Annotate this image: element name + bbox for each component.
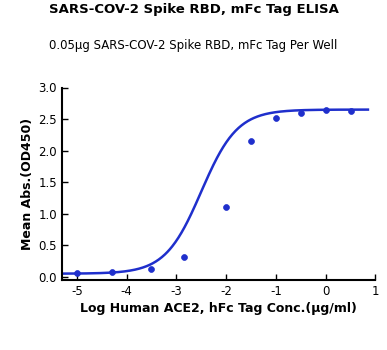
Point [74,270,80,276]
Point [248,138,254,144]
Point [298,110,304,116]
Point [148,266,154,272]
Point [223,205,229,210]
Text: 0.05μg SARS-COV-2 Spike RBD, mFc Tag Per Well: 0.05μg SARS-COV-2 Spike RBD, mFc Tag Per… [49,38,338,51]
Point [348,109,354,114]
Y-axis label: Mean Abs.(OD450): Mean Abs.(OD450) [21,118,34,250]
Point [273,115,279,121]
Point [181,254,187,260]
Point [109,270,115,275]
Text: SARS-COV-2 Spike RBD, mFc Tag ELISA: SARS-COV-2 Spike RBD, mFc Tag ELISA [48,4,339,16]
X-axis label: Log Human ACE2, hFc Tag Conc.(μg/ml): Log Human ACE2, hFc Tag Conc.(μg/ml) [80,302,357,315]
Point [322,107,329,112]
